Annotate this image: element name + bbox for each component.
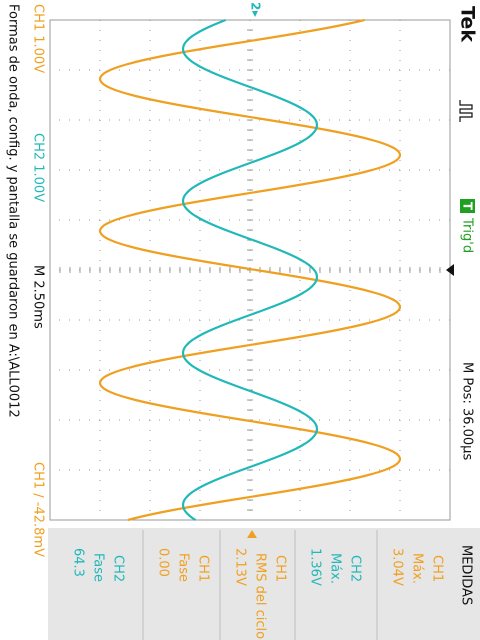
trigger-status: Trig'd <box>460 217 475 253</box>
save-message: Formas de onda, config. y pantalla se gu… <box>6 4 21 418</box>
measure-type: Máx. <box>410 553 425 584</box>
measure-value: 1.36V <box>308 548 323 586</box>
measure-title: MEDIDAS <box>459 545 474 605</box>
measure-list: CH1 Máx. 3.04V CH2 Máx. 1.36V CH1 RMS del ciclo… <box>71 530 445 640</box>
trigger-setting: CH1 ∕ -42.8mV <box>31 462 46 557</box>
measure-value: 64.3 <box>71 548 86 577</box>
ch1-trace <box>99 18 401 522</box>
trigger-icon-box <box>460 199 475 213</box>
trigger-position-marker <box>446 264 454 276</box>
ch2-scale: CH2 1.00V <box>31 133 46 202</box>
measure-type: Máx. <box>328 553 343 584</box>
acquire-icon <box>459 100 473 122</box>
brand: Tek <box>457 6 479 42</box>
measure-source: CH1 <box>430 555 445 582</box>
ch1-scale: CH1 1.00V <box>31 4 46 73</box>
measure-source: CH2 <box>348 555 363 582</box>
ch1-trigger-level <box>247 530 257 538</box>
measure-source: CH1 <box>273 555 288 582</box>
measure-source: CH1 <box>196 555 211 582</box>
measure-type: Fase <box>176 553 191 582</box>
trigger-icon: T <box>461 202 475 211</box>
measure-value: 0.00 <box>156 548 171 577</box>
measure-value: 3.04V <box>390 548 405 586</box>
measure-panel <box>48 528 480 640</box>
ch2-trace <box>182 18 318 521</box>
measure-value: 2.13V <box>233 548 248 586</box>
measure-source: CH2 <box>111 555 126 582</box>
measure-type: Fase <box>91 553 106 582</box>
horizontal-position: M Pos: 36.00µs <box>460 362 475 460</box>
ch2-marker: 2 <box>249 2 263 10</box>
ch2-marker-arrow <box>252 11 258 17</box>
timebase: M 2.50ms <box>31 265 46 329</box>
waveforms <box>99 18 401 522</box>
measure-type: RMS del ciclo <box>253 553 268 639</box>
